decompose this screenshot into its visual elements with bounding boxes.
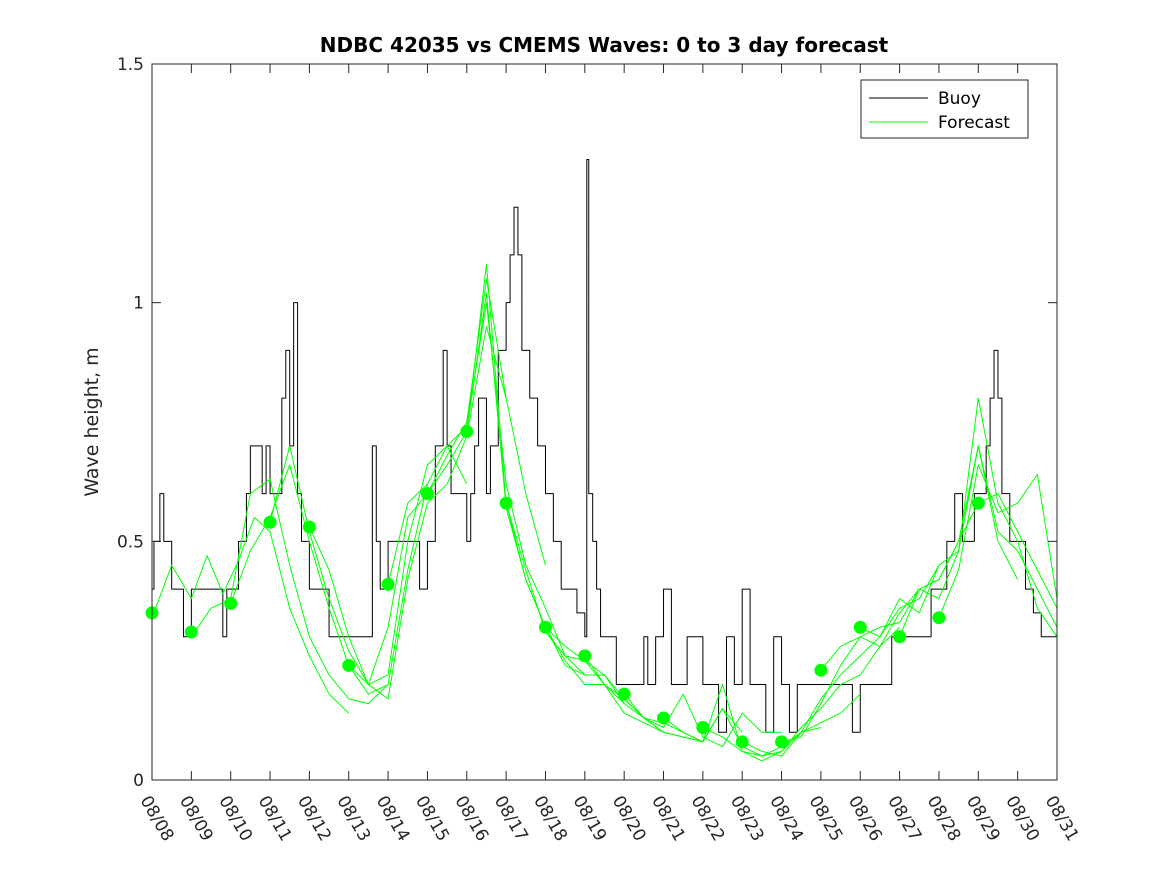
- forecast-series-line-21: [938, 464, 1057, 618]
- forecast-start-point: [342, 658, 356, 672]
- tick-layer: [151, 63, 1058, 781]
- series-layer: [152, 158, 1057, 762]
- forecast-series-line-12: [584, 655, 782, 748]
- forecast-start-point: [302, 520, 316, 534]
- legend-label-forecast: Forecast: [938, 113, 1010, 133]
- y-tick-label: 1.5: [117, 55, 144, 75]
- forecast-start-point: [224, 596, 238, 610]
- forecast-start-point: [499, 496, 513, 510]
- forecast-series-line-3: [230, 464, 428, 695]
- forecast-series-line-9: [466, 292, 664, 733]
- axes-box: [151, 63, 1058, 781]
- legend: Buoy Forecast: [860, 79, 1029, 139]
- forecast-start-point: [420, 487, 434, 501]
- legend-label-buoy: Buoy: [938, 89, 981, 109]
- forecast-start-point: [460, 425, 474, 439]
- forecast-series-line-7: [387, 302, 586, 676]
- marker-layer: [145, 425, 985, 749]
- forecast-start-point: [853, 620, 867, 634]
- forecast-start-point: [775, 735, 789, 749]
- legend-box: [860, 79, 1029, 139]
- forecast-start-point: [617, 687, 631, 701]
- forecast-start-point: [184, 625, 198, 639]
- buoy-series-line: [152, 158, 1057, 733]
- y-axis-label: Wave height, m: [81, 347, 103, 496]
- forecast-start-point: [814, 663, 828, 677]
- forecast-start-point: [932, 611, 946, 625]
- forecast-start-point: [893, 630, 907, 644]
- forecast-series-line-6: [348, 278, 546, 686]
- forecast-start-point: [538, 620, 552, 634]
- forecast-start-point: [381, 577, 395, 591]
- forecast-series-line-16: [741, 565, 940, 757]
- y-tick-label: 0.5: [117, 532, 144, 552]
- forecast-start-point: [263, 515, 277, 529]
- forecast-start-point: [578, 649, 592, 663]
- forecast-series-line-2: [190, 478, 389, 705]
- forecast-series-line-13: [623, 684, 822, 757]
- forecast-series-line-1: [152, 516, 350, 714]
- y-tick-label: 1: [133, 294, 144, 314]
- forecast-start-point: [696, 720, 710, 734]
- forecast-start-point: [971, 496, 985, 510]
- forecast-series-line-5: [308, 326, 507, 700]
- forecast-start-point: [657, 711, 671, 725]
- chart-title: NDBC 42035 vs CMEMS Waves: 0 to 3 day fo…: [320, 33, 889, 57]
- y-tick-labels: 0 0.5 1 1.5: [117, 55, 144, 791]
- forecast-start-point: [735, 735, 749, 749]
- y-tick-label: 0: [133, 771, 144, 791]
- forecast-series-line-14: [663, 693, 861, 757]
- forecast-series-line-22: [978, 493, 1057, 609]
- forecast-series-line-15: [702, 626, 900, 762]
- forecast-series-line-20: [899, 445, 1057, 637]
- plot-area: [152, 64, 1057, 780]
